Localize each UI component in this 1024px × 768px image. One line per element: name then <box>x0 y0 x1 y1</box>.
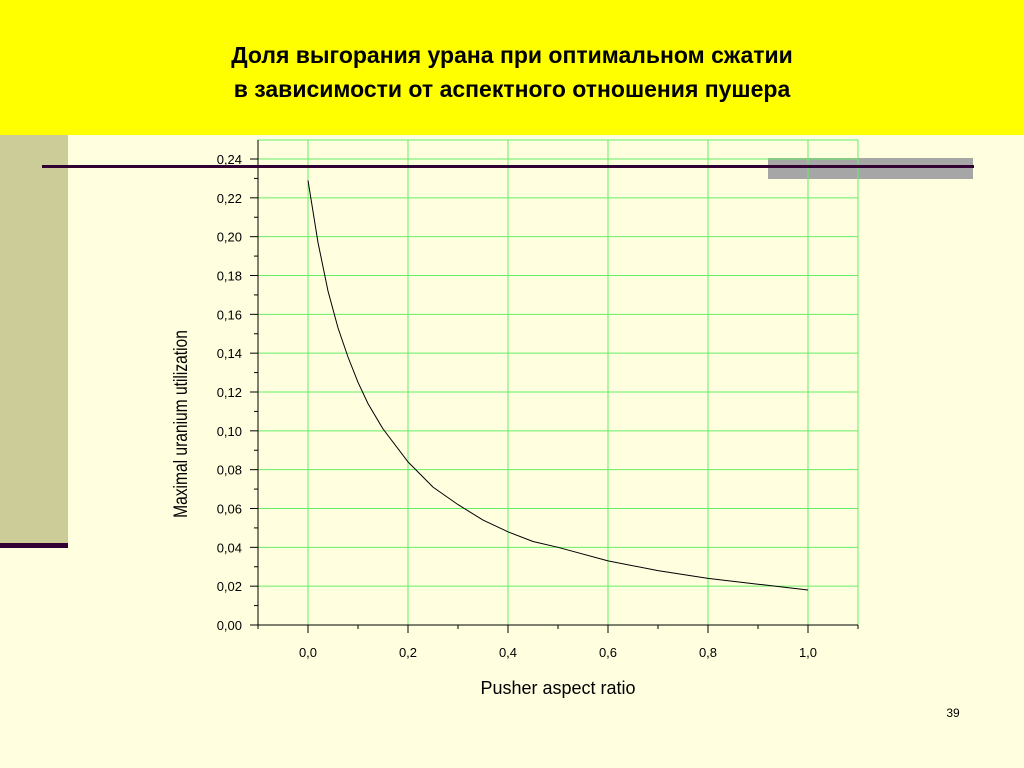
y-tick-label: 0,16 <box>217 307 242 322</box>
x-tick-label: 0,4 <box>499 645 517 660</box>
plot-area <box>257 139 859 626</box>
series-line <box>307 180 809 591</box>
x-axis-title: Pusher aspect ratio <box>480 678 635 698</box>
y-tick-label: 0,00 <box>217 618 242 633</box>
decorative-gray-box <box>768 158 973 179</box>
x-tick-label: 0,6 <box>599 645 617 660</box>
y-tick-label: 0,08 <box>217 463 242 478</box>
y-axis-title: Maximal uranium utilization <box>170 330 192 518</box>
y-tick-label: 0,22 <box>217 191 242 206</box>
x-tick-label: 0,8 <box>699 645 717 660</box>
x-tick-label: 0,0 <box>299 645 317 660</box>
y-tick-label: 0,04 <box>217 540 242 555</box>
decorative-side-bar-underline <box>0 543 68 548</box>
page-number: 39 <box>946 706 960 720</box>
title-band <box>0 0 1024 135</box>
y-tick-label: 0,18 <box>217 269 242 284</box>
grid <box>258 140 858 626</box>
y-tick-label: 0,24 <box>217 152 242 167</box>
decorative-horizontal-rule <box>42 165 974 168</box>
slide-title-line-1: Доля выгорания урана при оптимальном сжа… <box>231 42 793 68</box>
y-tick-label: 0,12 <box>217 385 242 400</box>
y-tick-label: 0,02 <box>217 579 242 594</box>
decorative-side-bar <box>0 135 68 545</box>
axes <box>250 140 859 633</box>
y-tick-label: 0,14 <box>217 346 242 361</box>
slide-title-line-2: в зависимости от аспектного отношения пу… <box>233 76 791 102</box>
x-tick-label: 1,0 <box>799 645 817 660</box>
slide-title: Доля выгорания урана при оптимальном сжа… <box>0 38 1024 106</box>
y-tick-labels: 0,00 0,02 0,04 0,06 0,08 0,10 0,12 0,14 0,16 0,18… <box>217 152 242 633</box>
y-tick-label: 0,20 <box>217 230 242 245</box>
y-tick-label: 0,10 <box>217 424 242 439</box>
x-tick-label: 0,2 <box>399 645 417 660</box>
series-layer <box>307 180 809 591</box>
y-tick-label: 0,06 <box>217 502 242 517</box>
x-tick-labels: 0,0 0,2 0,4 0,6 0,8 1,0 <box>299 645 817 660</box>
